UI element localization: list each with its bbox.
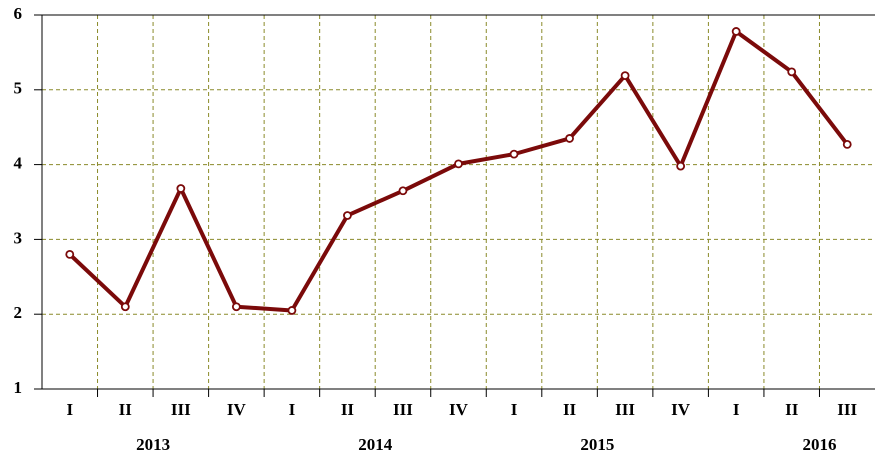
y-tick-label: 2 <box>14 303 23 322</box>
point-marker <box>176 184 186 193</box>
x-tick-label: I <box>511 400 518 419</box>
point-marker <box>231 302 241 312</box>
y-tick-label: 5 <box>14 79 23 98</box>
y-tick-label: 4 <box>14 154 23 173</box>
point-marker <box>842 140 852 149</box>
y-tick-label: 3 <box>14 228 23 247</box>
y-tick-label: 1 <box>14 378 23 397</box>
series-line <box>68 29 849 313</box>
point-marker <box>343 211 352 220</box>
point-marker <box>398 186 408 196</box>
x-tick-label: II <box>563 400 577 419</box>
y-tick-label: 6 <box>14 4 23 23</box>
point-marker <box>787 67 797 77</box>
x-tick-label: II <box>119 400 133 419</box>
point-marker <box>731 27 741 36</box>
point-marker <box>120 302 130 312</box>
point-marker <box>620 71 630 80</box>
point-marker <box>676 161 686 171</box>
year-label: 2015 <box>580 435 614 454</box>
x-tick-label: III <box>615 400 635 419</box>
point-marker <box>65 249 75 259</box>
year-label: 2014 <box>358 435 393 454</box>
year-label: 2016 <box>802 435 836 454</box>
point-marker <box>565 134 574 143</box>
x-tick-label: IV <box>671 400 691 419</box>
x-tick-label: III <box>393 400 413 419</box>
point-marker <box>287 306 297 315</box>
point-marker <box>454 159 463 169</box>
x-tick-label: IV <box>449 400 469 419</box>
x-tick-label: I <box>733 400 740 419</box>
x-tick-label: I <box>289 400 296 419</box>
x-tick-label: III <box>171 400 191 419</box>
x-tick-label: IV <box>227 400 247 419</box>
x-tick-label: II <box>785 400 799 419</box>
point-marker <box>509 149 519 159</box>
x-tick-label: I <box>66 400 73 419</box>
x-tick-label: III <box>837 400 857 419</box>
x-tick-label: II <box>341 400 355 419</box>
year-label: 2013 <box>136 435 170 454</box>
